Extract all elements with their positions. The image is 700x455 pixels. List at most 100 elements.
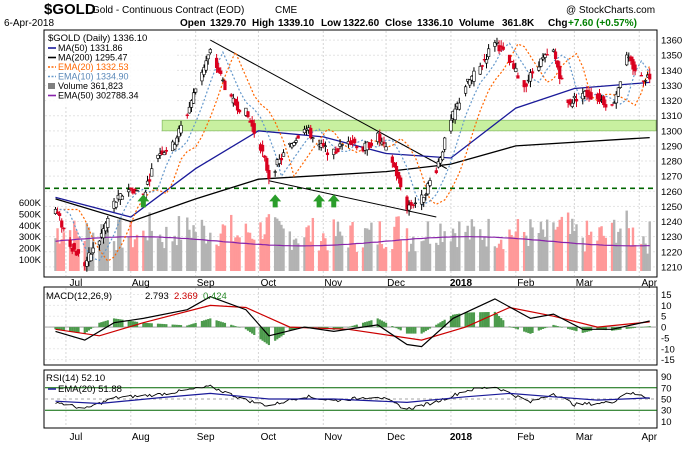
ma200-line: [55, 136, 650, 223]
price-panel-frame: [43, 29, 658, 278]
candle-body: [58, 213, 62, 216]
legend-item-label: MA(200) 1295.47: [58, 53, 128, 63]
candle-body: [497, 45, 501, 52]
legend-item-label: Volume 361,823: [58, 81, 123, 91]
support-arrow-icon: [137, 194, 150, 208]
volume-bar: [135, 234, 139, 271]
volume-bar: [131, 247, 135, 271]
macd-histogram-bar: [407, 327, 411, 334]
volume-bar: [142, 230, 145, 271]
volume-bar: [54, 238, 57, 271]
macd-histogram-bar: [368, 320, 371, 328]
open-value: 1329.70: [210, 18, 247, 29]
volume-bar: [587, 234, 591, 271]
candle-body: [633, 64, 637, 72]
change-value: +7.60 (+0.57%): [568, 18, 637, 29]
volume-bar: [294, 238, 298, 271]
macd-histogram-bar: [98, 322, 101, 328]
volume-bar: [361, 247, 365, 271]
macd-histogram-bar: [106, 320, 109, 328]
macd-histogram-bar: [156, 323, 160, 328]
candle-body: [120, 195, 125, 200]
volume-bar: [336, 221, 340, 271]
volume-bar: [422, 240, 425, 271]
candle-body: [85, 260, 89, 267]
volume-bar: [598, 227, 601, 271]
volume-bar: [217, 246, 220, 271]
axis-labels: Jul Jul Aug Aug Sep Sep Oct Oct Nov Nov Dec Dec 2018…: [19, 36, 682, 443]
candle-body: [164, 149, 168, 152]
volume-bar: [83, 241, 86, 271]
macd-histogram-bar: [439, 322, 442, 328]
close-label: Close: [385, 18, 413, 29]
macd-histogram-bar: [223, 322, 227, 328]
macd-histogram-bar: [633, 327, 637, 328]
candle-body: [261, 144, 265, 152]
macd-histogram-bar: [200, 320, 204, 328]
candle-body: [129, 187, 133, 190]
candle-body: [639, 75, 643, 77]
macd-histogram-bar: [92, 327, 95, 328]
volume-bar: [192, 225, 195, 271]
candle-body: [413, 202, 417, 205]
macd-histogram-bar: [311, 327, 314, 328]
price-tick-label: 1230: [661, 232, 682, 243]
candle-body: [106, 218, 110, 228]
macd-histogram-bar: [405, 327, 409, 334]
volume-bar: [133, 239, 137, 271]
macd-histogram-bar: [648, 326, 651, 328]
candle-body: [436, 161, 440, 168]
candle-body: [219, 70, 223, 74]
macd-histogram-bar: [294, 327, 298, 329]
macd-histogram-bar: [627, 327, 630, 329]
volume-bar: [232, 241, 235, 271]
x-tick-label: Apr: [641, 278, 657, 289]
candle-body: [89, 254, 93, 262]
volume-bar: [464, 231, 467, 271]
macd-histogram-bar: [495, 313, 499, 328]
volume-bar: [512, 237, 515, 271]
volume-bar: [221, 224, 225, 271]
macd-histogram-bar: [194, 322, 197, 328]
macd-histogram-bar: [353, 325, 356, 328]
macd-histogram-bar: [426, 327, 430, 330]
macd-histogram-bar: [422, 327, 425, 333]
x-tick-label: 2018: [450, 432, 473, 443]
volume-bar: [100, 224, 103, 271]
candle-body: [484, 59, 489, 64]
macd-histogram-bar: [382, 321, 386, 328]
candle-body: [97, 240, 102, 246]
ema10-line: [55, 42, 651, 262]
volume-bar: [200, 219, 204, 271]
macd-histogram-bar: [428, 327, 432, 329]
macd-histogram-bar: [631, 327, 635, 329]
candle-body: [189, 100, 194, 108]
candle-body: [235, 101, 240, 111]
macd-histogram-bar: [510, 327, 513, 328]
candle-body: [537, 66, 541, 71]
candle-body: [394, 165, 399, 177]
support-arrow-icon: [269, 194, 282, 208]
volume-bar: [472, 226, 476, 271]
candle-body: [597, 93, 602, 102]
volume-bar: [543, 236, 547, 271]
volume-bar: [288, 231, 292, 271]
candle-body: [323, 145, 327, 147]
macd-histogram-bar: [573, 327, 576, 331]
volume-bar: [619, 228, 622, 271]
macd-histogram-bar: [177, 324, 181, 328]
macd-histogram-bar: [127, 320, 130, 328]
volume-bar: [397, 216, 400, 271]
volume-tick-label: 200K: [19, 244, 42, 255]
price-tick-label: 1280: [661, 157, 682, 168]
candle-body: [440, 151, 445, 160]
macd-histogram-bar: [391, 326, 394, 328]
macd-histogram-bar: [560, 327, 563, 328]
candle-body: [265, 158, 269, 171]
volume-bar: [146, 240, 149, 271]
macd-histogram-bar: [161, 323, 164, 328]
macd-histogram-value: 0.424: [203, 291, 227, 302]
candle-body: [294, 140, 298, 143]
volume-bar: [589, 231, 593, 271]
